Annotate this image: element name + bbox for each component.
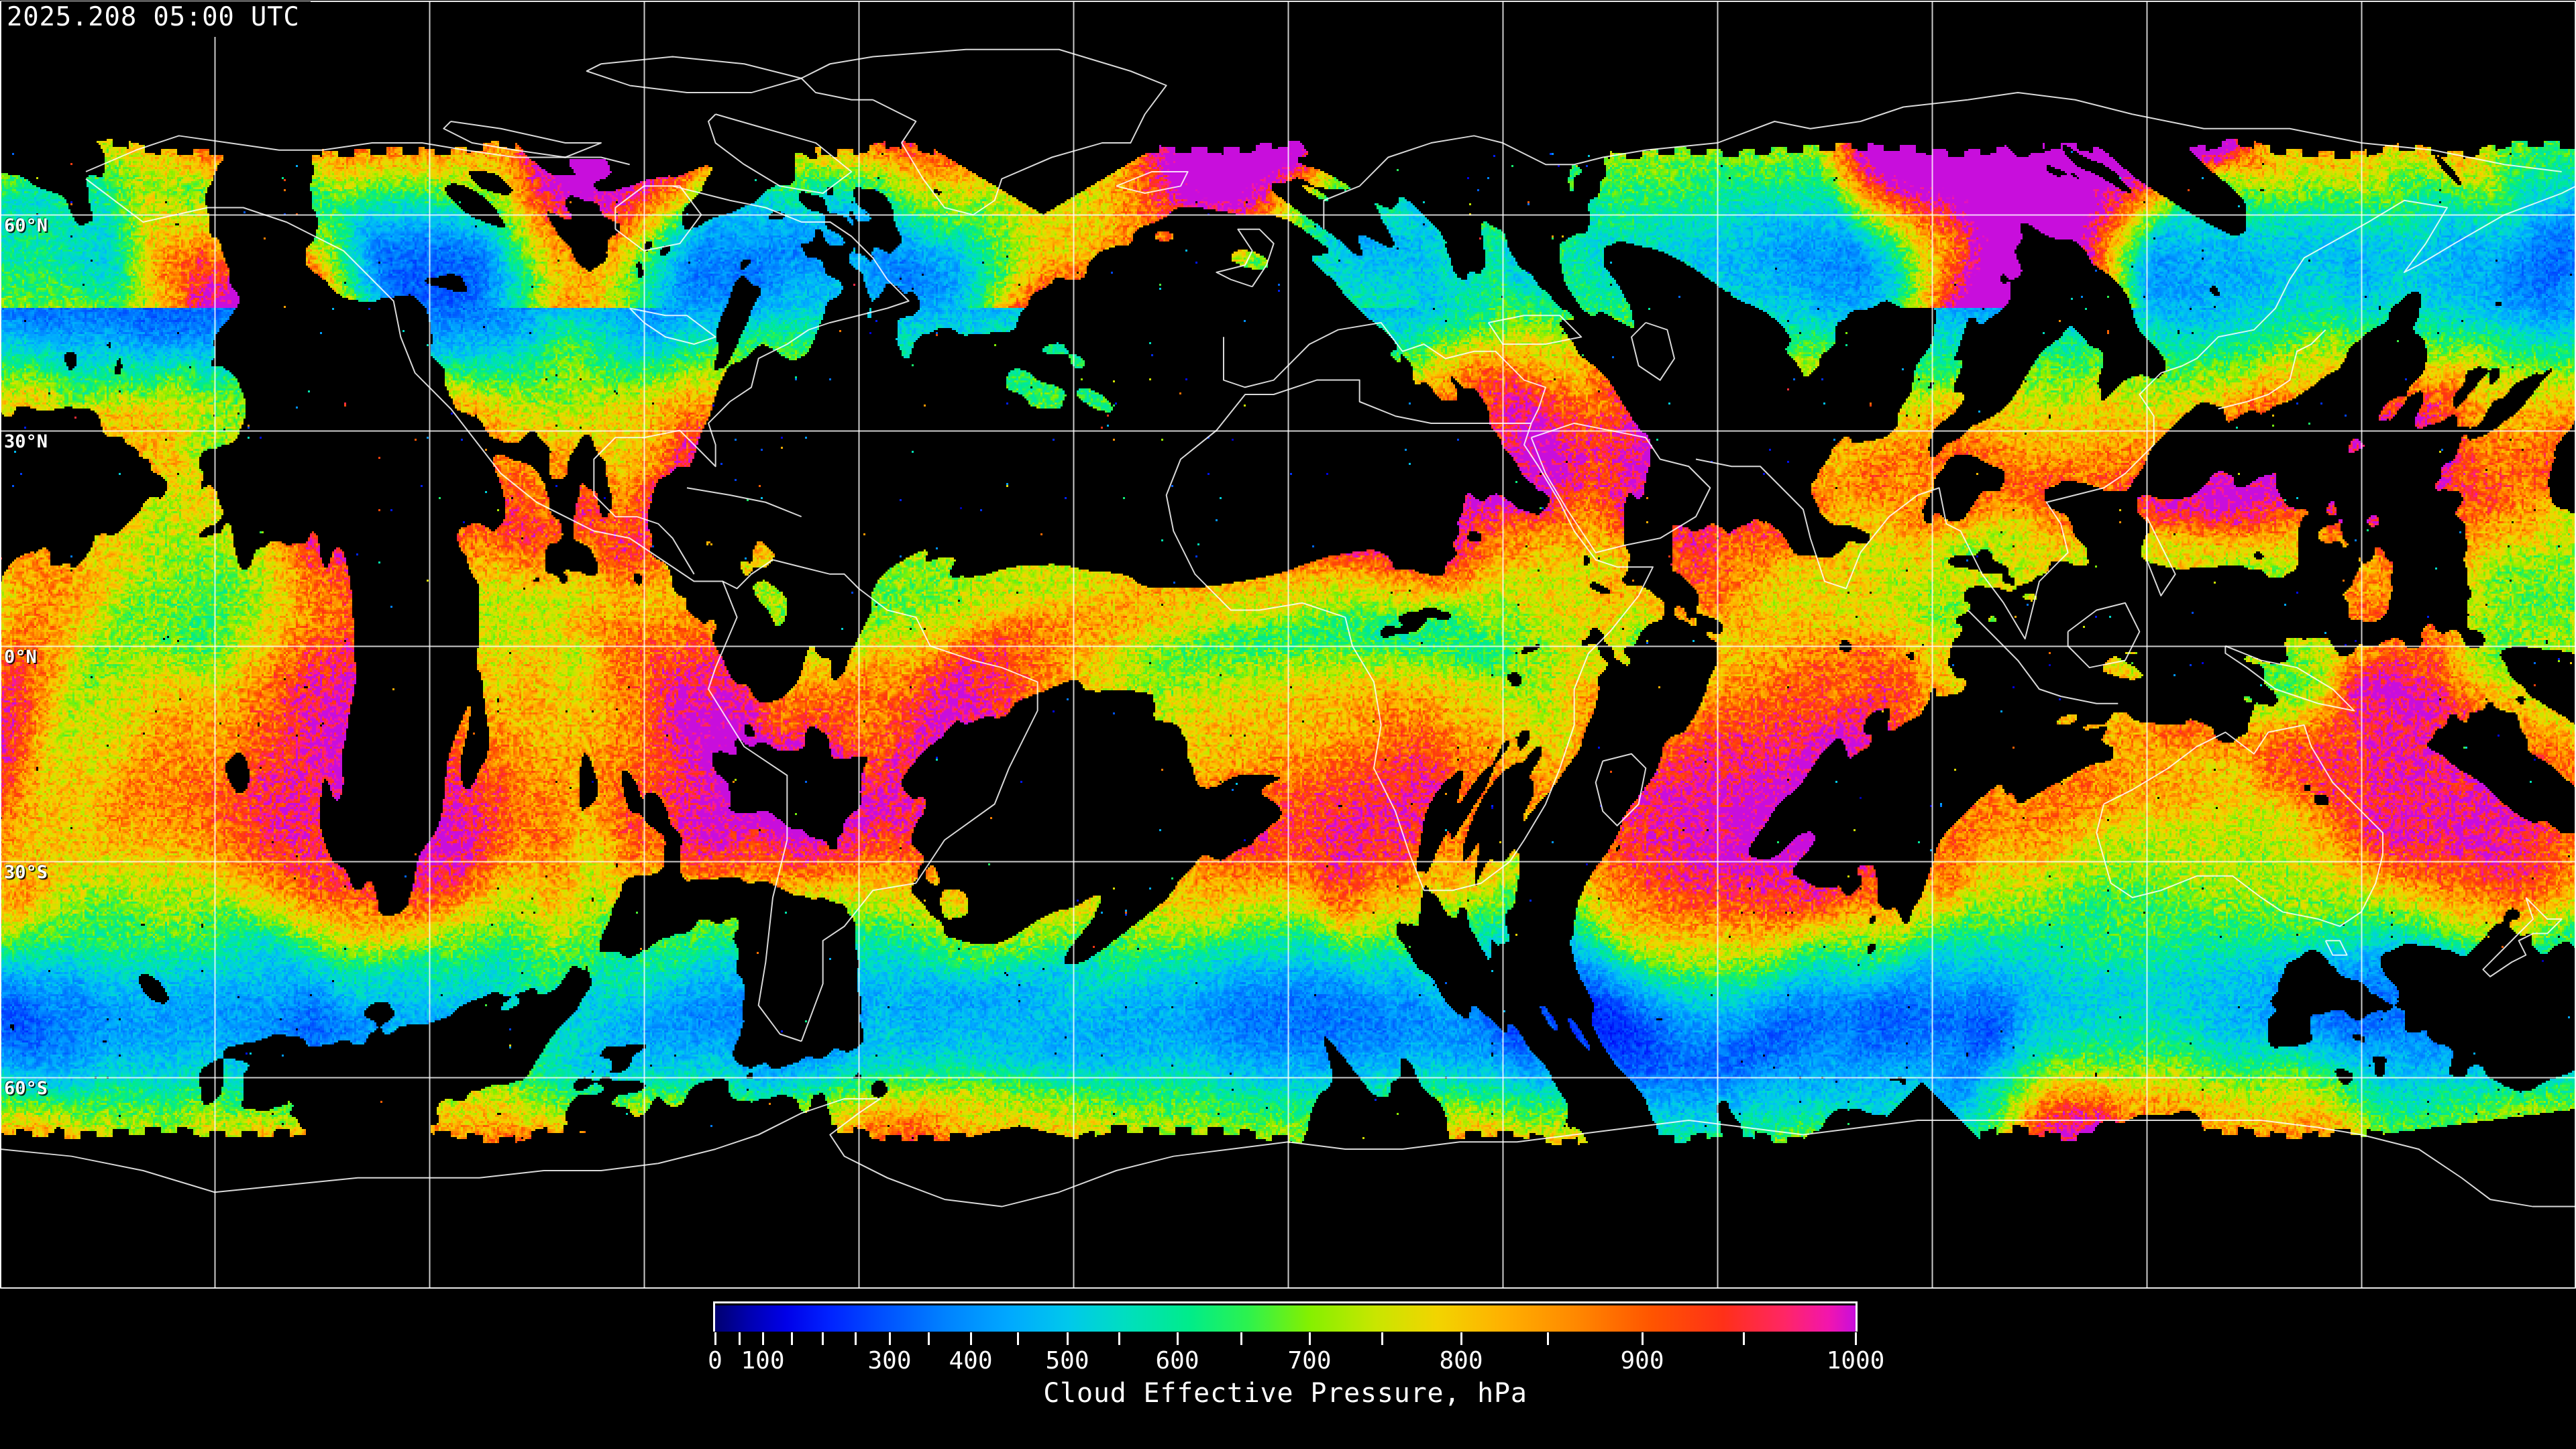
colorbar-tick	[1547, 1332, 1549, 1345]
cloud-pressure-world-map	[0, 0, 2576, 1291]
colorbar-tick-label: 1000	[1826, 1347, 1885, 1375]
colorbar-tick	[1642, 1332, 1644, 1345]
colorbar-tick	[1460, 1332, 1462, 1345]
colorbar-tick-label: 0	[708, 1347, 722, 1375]
colorbar-gradient	[715, 1305, 1856, 1332]
colorbar-tick	[928, 1332, 930, 1345]
colorbar-tick	[1309, 1332, 1311, 1345]
colorbar: 0 100 300 400 500 600 700 800 900 1000	[708, 1301, 1884, 1402]
colorbar-tick-label: 400	[949, 1347, 993, 1375]
colorbar-tick	[889, 1332, 891, 1345]
colorbar-tick	[1743, 1332, 1745, 1345]
colorbar-tick	[855, 1332, 857, 1345]
colorbar-tick	[1381, 1332, 1383, 1345]
colorbar-tick	[1118, 1332, 1120, 1345]
lat-label: 30°N	[4, 431, 48, 452]
colorbar-tick-label: 600	[1155, 1347, 1199, 1375]
lat-label: 0°N	[4, 647, 37, 667]
colorbar-tick-label: 100	[741, 1347, 785, 1375]
colorbar-tick-label: 300	[867, 1347, 912, 1375]
colorbar-tick	[1240, 1332, 1242, 1345]
colorbar-tick-label: 500	[1045, 1347, 1089, 1375]
lat-label: 60°N	[4, 215, 48, 236]
colorbar-tick	[1855, 1332, 1857, 1345]
colorbar-tick-label: 900	[1620, 1347, 1664, 1375]
colorbar-tick	[1067, 1332, 1069, 1345]
lat-label: 30°S	[4, 862, 48, 883]
colorbar-tick	[822, 1332, 824, 1345]
colorbar-tick	[1177, 1332, 1179, 1345]
colorbar-tick	[739, 1332, 741, 1345]
colorbar-tick	[970, 1332, 972, 1345]
colorbar-tick	[1017, 1332, 1019, 1345]
colorbar-title: Cloud Effective Pressure, hPa	[1043, 1378, 1527, 1409]
timestamp-label: 2025.208 05:00 UTC	[1, 1, 311, 37]
colorbar-tick-label: 700	[1287, 1347, 1332, 1375]
colorbar-tick-label: 800	[1439, 1347, 1483, 1375]
lat-label: 60°S	[4, 1078, 48, 1099]
colorbar-tick	[714, 1332, 716, 1345]
colorbar-tick	[762, 1332, 764, 1345]
colorbar-frame	[713, 1301, 1858, 1332]
colorbar-tick	[791, 1332, 793, 1345]
